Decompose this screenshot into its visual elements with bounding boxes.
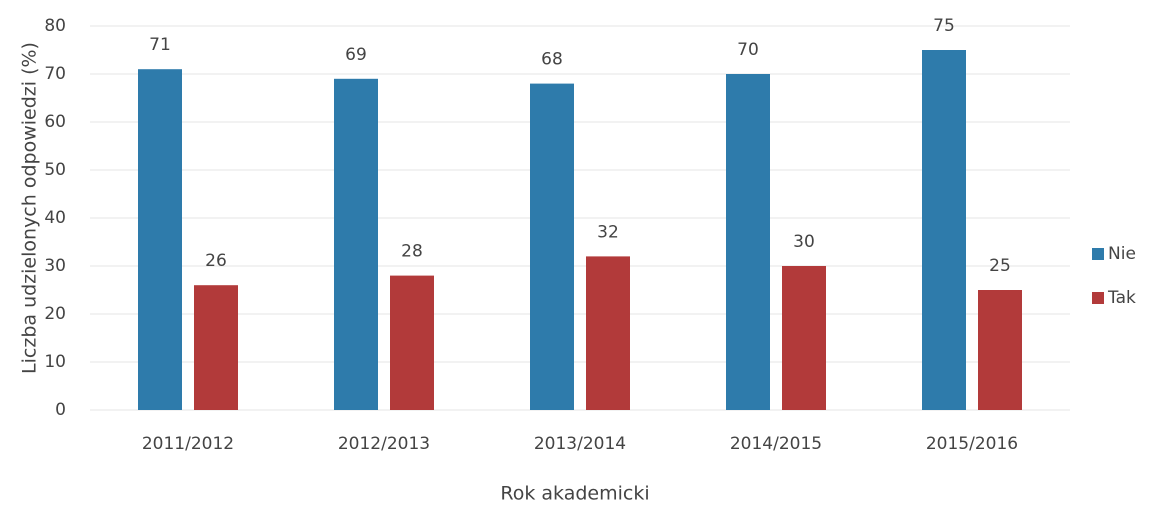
y-tick-label: 80 — [44, 16, 66, 36]
y-tick-label: 0 — [55, 400, 66, 420]
data-label: 71 — [149, 35, 171, 55]
bar — [978, 290, 1022, 410]
bar — [138, 69, 182, 410]
x-axis-label: Rok akademicki — [500, 483, 649, 505]
data-label: 75 — [933, 16, 955, 36]
bar — [922, 50, 966, 410]
x-tick-label: 2015/2016 — [926, 434, 1018, 454]
data-label: 70 — [737, 40, 759, 60]
x-tick-label: 2011/2012 — [142, 434, 234, 454]
legend-swatch — [1092, 292, 1104, 304]
bar — [390, 275, 434, 410]
y-tick-label: 10 — [44, 352, 66, 372]
y-tick-label: 70 — [44, 64, 66, 84]
bar — [782, 266, 826, 410]
y-tick-label: 50 — [44, 160, 66, 180]
data-label: 32 — [597, 222, 619, 242]
bar — [726, 74, 770, 410]
legend-label: Tak — [1107, 288, 1136, 308]
y-tick-label: 20 — [44, 304, 66, 324]
legend-swatch — [1092, 248, 1104, 260]
x-tick-label: 2014/2015 — [730, 434, 822, 454]
bar — [334, 78, 378, 411]
legend-label: Nie — [1108, 244, 1136, 264]
data-label: 68 — [541, 50, 563, 70]
data-label: 25 — [989, 256, 1011, 276]
x-tick-label: 2012/2013 — [338, 434, 430, 454]
y-tick-label: 30 — [44, 256, 66, 276]
y-tick-label: 40 — [44, 208, 66, 228]
data-label: 26 — [205, 251, 227, 271]
data-label: 30 — [793, 232, 815, 252]
x-tick-label: 2013/2014 — [534, 434, 626, 454]
y-axis-label: Liczba udzielonych odpowiedzi (%) — [19, 42, 41, 374]
bar — [194, 285, 238, 410]
data-label: 69 — [345, 45, 367, 65]
bar — [530, 83, 574, 410]
y-tick-label: 60 — [44, 112, 66, 132]
bar — [586, 256, 630, 410]
data-label: 28 — [401, 242, 423, 262]
